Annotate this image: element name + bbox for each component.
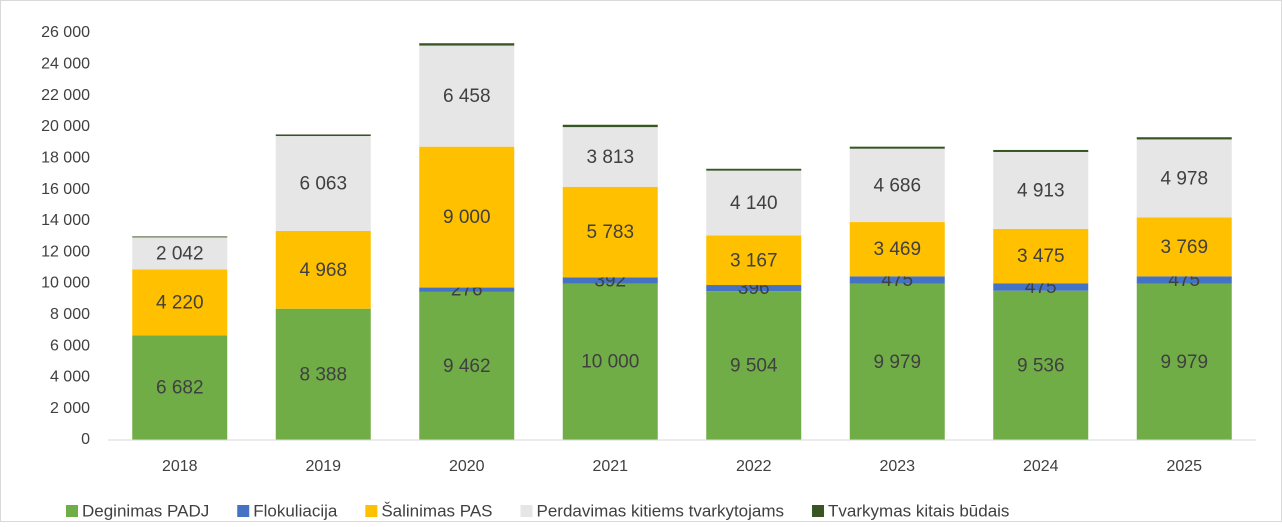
bar-segment	[706, 235, 802, 286]
bar-segment	[706, 170, 802, 236]
data-label: 9 504	[730, 356, 778, 377]
bar-segment	[993, 283, 1089, 291]
legend-label: Tvarkymas kitais būdais	[828, 501, 1009, 520]
data-label: 6 458	[443, 86, 491, 107]
data-label: 9 000	[443, 207, 491, 228]
bar-segment	[562, 124, 658, 128]
y-tick-label: 16 000	[41, 181, 90, 198]
bar-segment	[132, 236, 228, 238]
y-tick-label: 8 000	[50, 306, 90, 323]
bar-segment	[849, 148, 945, 223]
legend-label: Flokuliacija	[253, 501, 338, 520]
data-label: 9 536	[1017, 355, 1065, 376]
bar-segment	[1136, 137, 1232, 140]
bar-segment	[993, 228, 1089, 284]
legend-label: Šalinimas PAS	[381, 501, 492, 520]
bar-segment	[132, 269, 228, 336]
bar-segment	[562, 186, 658, 278]
data-label: 2 042	[156, 243, 204, 264]
y-tick-label: 20 000	[41, 118, 90, 135]
bar-segment	[993, 290, 1089, 440]
data-label: 4 978	[1160, 168, 1208, 189]
y-tick-label: 22 000	[41, 87, 90, 104]
legend-label: Deginimas PADJ	[82, 501, 209, 520]
data-label: 3 475	[1017, 246, 1065, 267]
bar-segment	[993, 151, 1089, 229]
bar-segment	[275, 136, 371, 231]
legend-swatch	[237, 505, 250, 517]
bar-segment	[132, 335, 228, 440]
data-label: 4 968	[299, 260, 347, 281]
bar-segment	[849, 283, 945, 440]
y-tick-label: 12 000	[41, 243, 90, 260]
data-label: 4 220	[156, 292, 204, 313]
y-tick-label: 4 000	[50, 369, 90, 386]
data-label: 9 979	[1160, 352, 1208, 373]
y-tick-label: 0	[81, 431, 90, 448]
bar-segment	[1136, 139, 1232, 218]
data-label: 3 469	[873, 239, 921, 260]
bar-segment	[562, 277, 658, 284]
bar-segment	[849, 222, 945, 277]
y-tick-label: 26 000	[41, 24, 90, 41]
bar-segment	[849, 146, 945, 149]
data-label: 4 913	[1017, 180, 1065, 201]
y-tick-label: 18 000	[41, 149, 90, 166]
x-tick-label: 2022	[736, 458, 772, 475]
bar-segment	[419, 43, 515, 46]
x-tick-label: 2021	[592, 458, 628, 475]
legend-swatch	[520, 505, 533, 517]
bar-segment	[419, 287, 515, 292]
bar-segment	[419, 146, 515, 288]
bar-segment	[1136, 283, 1232, 440]
legend-swatch	[66, 505, 78, 517]
bar-segment	[562, 127, 658, 187]
legend-swatch	[365, 505, 378, 517]
data-label: 8 388	[299, 364, 347, 385]
x-tick-label: 2023	[879, 458, 915, 475]
x-tick-label: 2019	[305, 458, 341, 475]
legend-swatch	[812, 505, 825, 517]
data-label: 4 686	[873, 175, 921, 196]
bar-segment	[993, 149, 1089, 152]
bar-segment	[275, 134, 371, 137]
data-label: 3 813	[586, 147, 634, 168]
legend-label: Perdavimas kitiems tvarkytojams	[537, 501, 785, 520]
bar-segment	[275, 230, 371, 309]
x-tick-label: 2020	[449, 458, 485, 475]
x-tick-label: 2024	[1023, 458, 1059, 475]
data-label: 9 979	[873, 352, 921, 373]
data-label: 5 783	[586, 222, 634, 243]
bar-segment	[706, 168, 802, 171]
bar-segment	[1136, 217, 1232, 277]
bar-segment	[419, 291, 515, 440]
bar-segment	[275, 308, 371, 440]
y-tick-label: 6 000	[50, 337, 90, 354]
bar-segment	[132, 237, 228, 270]
data-label: 6 063	[299, 173, 347, 194]
y-tick-label: 10 000	[41, 275, 90, 292]
bar-segment	[706, 291, 802, 440]
y-tick-label: 24 000	[41, 56, 90, 73]
data-label: 3 769	[1160, 237, 1208, 258]
y-tick-label: 2 000	[50, 400, 90, 417]
data-label: 6 682	[156, 378, 204, 399]
y-tick-label: 14 000	[41, 212, 90, 229]
data-label: 3 167	[730, 250, 778, 271]
bar-segment	[419, 45, 515, 147]
x-tick-label: 2018	[162, 458, 198, 475]
data-label: 9 462	[443, 356, 491, 377]
bar-segment	[706, 285, 802, 292]
bar-segment	[849, 276, 945, 284]
data-label: 10 000	[581, 352, 639, 373]
x-tick-label: 2025	[1166, 458, 1202, 475]
bar-segment	[1136, 276, 1232, 284]
bar-segment	[562, 283, 658, 440]
data-label: 4 140	[730, 193, 778, 214]
